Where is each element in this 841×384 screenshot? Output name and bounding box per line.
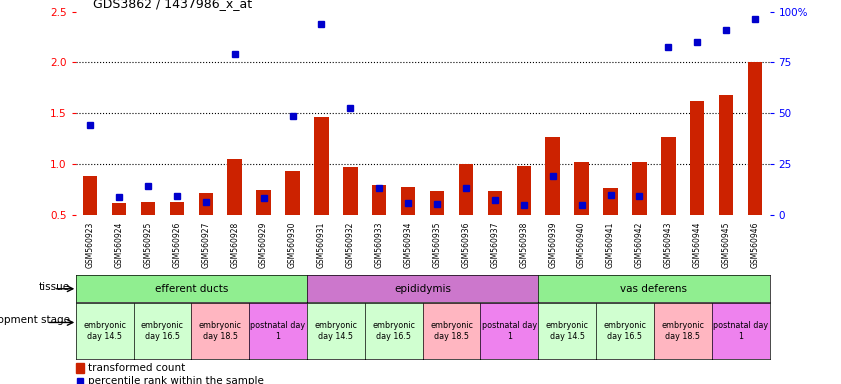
Bar [140,202,156,215]
Bar [372,185,387,215]
Bar [83,176,98,215]
Text: transformed count: transformed count [87,363,185,373]
Text: embryonic
day 18.5: embryonic day 18.5 [661,321,704,341]
Bar [285,171,299,215]
Text: embryonic
day 16.5: embryonic day 16.5 [141,321,184,341]
Text: embryonic
day 14.5: embryonic day 14.5 [83,321,126,341]
Text: efferent ducts: efferent ducts [155,284,228,294]
Bar [719,95,733,215]
Text: embryonic
day 18.5: embryonic day 18.5 [430,321,473,341]
Text: postnatal day
1: postnatal day 1 [713,321,768,341]
Text: embryonic
day 14.5: embryonic day 14.5 [546,321,589,341]
Text: GDS3862 / 1437986_x_at: GDS3862 / 1437986_x_at [93,0,251,10]
Bar [227,159,242,215]
Text: postnatal day
1: postnatal day 1 [251,321,305,341]
Bar [546,137,560,215]
Text: vas deferens: vas deferens [621,284,687,294]
Bar [430,190,444,215]
Text: postnatal day
1: postnatal day 1 [482,321,537,341]
Bar [516,166,531,215]
Text: epididymis: epididymis [394,284,451,294]
Text: embryonic
day 14.5: embryonic day 14.5 [315,321,357,341]
Text: development stage: development stage [0,314,70,325]
Bar [748,62,762,215]
Bar [343,167,357,215]
Text: embryonic
day 16.5: embryonic day 16.5 [373,321,415,341]
Bar [198,193,213,215]
Bar [458,164,473,215]
Bar [603,187,618,215]
Bar [76,363,84,372]
Bar [112,203,126,215]
Text: percentile rank within the sample: percentile rank within the sample [87,376,264,384]
Bar [315,118,329,215]
Bar [690,101,705,215]
Bar [401,187,415,215]
Bar [257,190,271,215]
Text: tissue: tissue [39,282,70,293]
Bar [661,137,675,215]
Bar [488,190,502,215]
Text: embryonic
day 16.5: embryonic day 16.5 [604,321,647,341]
Bar [574,162,589,215]
Bar [170,202,184,215]
Text: embryonic
day 18.5: embryonic day 18.5 [198,321,241,341]
Bar [632,162,647,215]
